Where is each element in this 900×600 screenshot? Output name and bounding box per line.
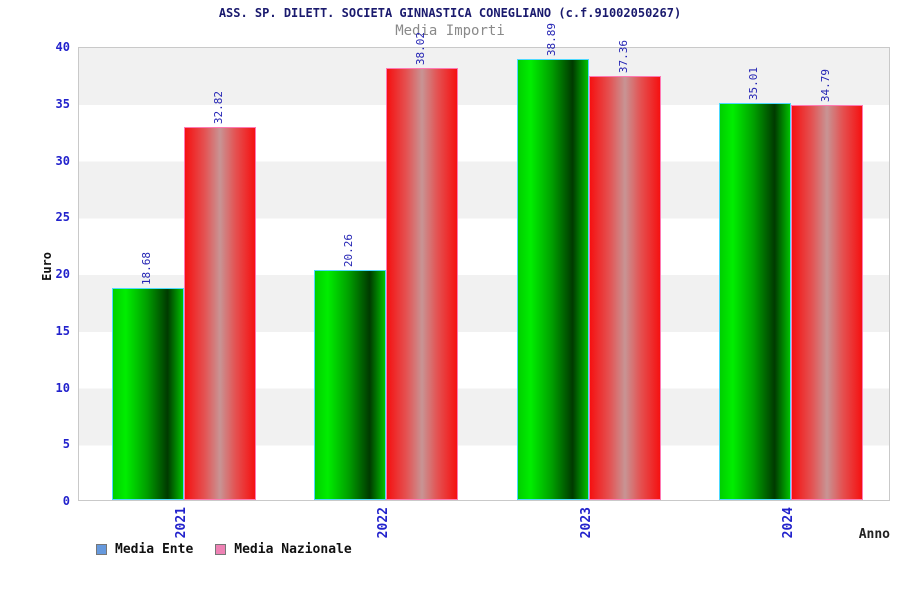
bar-media-ente-2021 bbox=[112, 288, 184, 500]
legend-item-media-ente: Media Ente bbox=[96, 542, 193, 557]
legend-swatch-media-nazionale bbox=[215, 544, 227, 555]
value-label-media-nazionale-2022: 38.02 bbox=[414, 31, 427, 65]
x-tick-2024: 2024 bbox=[781, 507, 796, 539]
chart-title: ASS. SP. DILETT. SOCIETA GINNASTICA CONE… bbox=[218, 6, 682, 20]
bar-media-nazionale-2024 bbox=[791, 105, 863, 500]
y-tick-30: 30 bbox=[55, 153, 70, 168]
bar-media-ente-2023 bbox=[517, 59, 589, 500]
x-tick-2023: 2023 bbox=[579, 507, 594, 539]
x-axis-title: Anno bbox=[858, 527, 890, 542]
y-tick-40: 40 bbox=[55, 40, 70, 54]
value-label-media-ente-2023: 38.89 bbox=[545, 22, 558, 56]
y-tick-5: 5 bbox=[62, 437, 70, 452]
legend-swatch-media-ente bbox=[96, 544, 107, 555]
legend-label-media-ente: Media Ente bbox=[115, 542, 194, 557]
y-tick-15: 15 bbox=[55, 323, 70, 338]
bar-media-ente-2024 bbox=[719, 103, 791, 500]
y-tick-0: 0 bbox=[62, 494, 70, 508]
x-tick-2021: 2021 bbox=[174, 507, 189, 539]
chart-subtitle: Media Importi bbox=[395, 23, 505, 39]
value-label-media-ente-2024: 35.01 bbox=[747, 66, 760, 100]
value-label-media-nazionale-2023: 37.36 bbox=[617, 39, 630, 73]
value-label-media-ente-2022: 20.26 bbox=[342, 233, 355, 267]
x-tick-2022: 2022 bbox=[376, 507, 391, 539]
bar-media-nazionale-2022 bbox=[386, 68, 458, 500]
plot-area bbox=[78, 47, 890, 501]
value-label-media-ente-2021: 18.68 bbox=[140, 251, 153, 285]
y-tick-10: 10 bbox=[55, 380, 70, 395]
y-tick-25: 25 bbox=[55, 210, 70, 225]
y-tick-20: 20 bbox=[55, 267, 70, 281]
value-label-media-nazionale-2024: 34.79 bbox=[819, 68, 832, 102]
bar-media-ente-2022 bbox=[314, 270, 386, 500]
legend-item-media-nazionale: Media Nazionale bbox=[215, 542, 352, 557]
legend: Media Ente Media Nazionale bbox=[96, 542, 352, 557]
bar-media-nazionale-2021 bbox=[184, 127, 256, 500]
y-tick-35: 35 bbox=[55, 96, 70, 111]
bar-media-nazionale-2023 bbox=[589, 76, 661, 500]
value-label-media-nazionale-2021: 32.82 bbox=[212, 90, 225, 124]
legend-label-media-nazionale: Media Nazionale bbox=[234, 542, 352, 557]
